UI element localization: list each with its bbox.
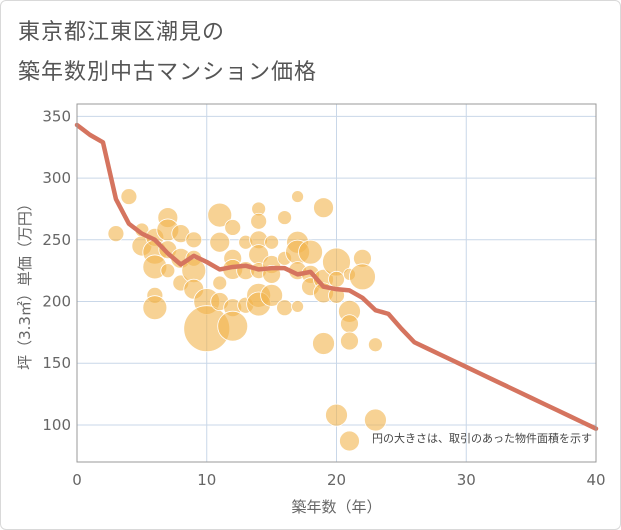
bubble-point bbox=[107, 225, 125, 243]
bubble-point bbox=[250, 212, 268, 230]
y-tick-label: 300 bbox=[42, 169, 71, 187]
bubble-point bbox=[325, 403, 348, 427]
y-tick-label: 150 bbox=[42, 354, 71, 372]
y-tick-label: 200 bbox=[42, 293, 71, 311]
bubble-point bbox=[349, 263, 376, 291]
bubble-point bbox=[291, 190, 304, 203]
plot-area-border bbox=[76, 103, 597, 463]
bubble-point bbox=[340, 314, 359, 334]
x-tick-label: 30 bbox=[457, 471, 476, 489]
x-axis-label: 築年数（年） bbox=[291, 498, 381, 516]
bubble-point bbox=[212, 275, 228, 291]
bubble-point bbox=[209, 231, 231, 253]
bubble-point bbox=[185, 231, 203, 249]
bubble-point bbox=[276, 299, 294, 317]
bubble-size-note: 円の大きさは、取引のあった物件面積を示す bbox=[372, 431, 592, 445]
y-tick-label: 250 bbox=[42, 231, 71, 249]
x-tick-label: 0 bbox=[72, 471, 82, 489]
chart-title-line2: 築年数別中古マンション価格 bbox=[18, 60, 318, 85]
bubble-point bbox=[160, 263, 176, 279]
x-tick-label: 20 bbox=[327, 471, 346, 489]
bubble-point bbox=[291, 300, 304, 313]
trend-line bbox=[74, 122, 599, 431]
bubble-point bbox=[339, 430, 360, 452]
bubble-point bbox=[313, 197, 334, 219]
y-tick-label: 350 bbox=[42, 107, 71, 125]
bubble-point bbox=[260, 283, 284, 307]
bubble-point bbox=[312, 332, 335, 355]
x-tick-label: 10 bbox=[197, 471, 216, 489]
bubble-point bbox=[364, 408, 387, 432]
bubble-point bbox=[368, 337, 383, 353]
bubble-point bbox=[277, 210, 293, 225]
bubble-point bbox=[224, 219, 242, 236]
chart-title-line1: 東京都江東区潮見の bbox=[18, 20, 226, 45]
y-axis-label: 坪（3.3㎡）単価（万円） bbox=[16, 196, 34, 370]
y-tick-label: 100 bbox=[42, 416, 71, 434]
trend-line-group bbox=[74, 122, 599, 431]
bubble-point bbox=[340, 331, 359, 351]
bubble-point bbox=[264, 234, 280, 250]
bubble-point bbox=[142, 295, 168, 321]
bubble-series bbox=[107, 188, 387, 452]
bubble-point bbox=[298, 239, 323, 265]
tick-labels: 0 10 20 30 40 100 150 200 250 300 350 bbox=[42, 107, 605, 489]
x-tick-label: 40 bbox=[586, 471, 605, 489]
bubble-point bbox=[120, 188, 138, 205]
bubble-point bbox=[328, 270, 345, 288]
bubble-point bbox=[207, 202, 233, 228]
bubble-point bbox=[217, 310, 249, 342]
